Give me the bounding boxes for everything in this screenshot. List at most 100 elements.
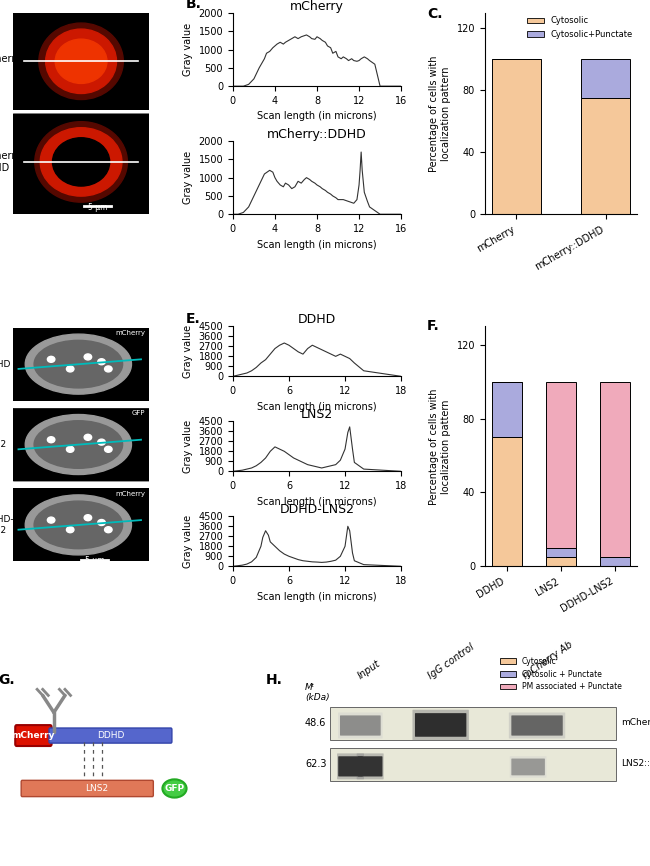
Ellipse shape bbox=[84, 514, 92, 520]
Bar bbox=[330, 707, 616, 740]
X-axis label: Scan length (in microns): Scan length (in microns) bbox=[257, 240, 377, 249]
Ellipse shape bbox=[98, 439, 105, 445]
Text: C.: C. bbox=[427, 7, 443, 21]
FancyBboxPatch shape bbox=[509, 713, 566, 739]
Ellipse shape bbox=[66, 527, 74, 533]
Text: B.: B. bbox=[186, 0, 202, 11]
FancyBboxPatch shape bbox=[15, 725, 51, 746]
Title: DDHD-LNS2: DDHD-LNS2 bbox=[280, 503, 354, 516]
FancyBboxPatch shape bbox=[337, 753, 364, 779]
Ellipse shape bbox=[55, 39, 107, 83]
Text: LNS2: LNS2 bbox=[85, 784, 108, 793]
Y-axis label: Percentage of cells with
localization pattern: Percentage of cells with localization pa… bbox=[430, 55, 451, 171]
Ellipse shape bbox=[66, 366, 74, 372]
Text: H.: H. bbox=[266, 673, 283, 688]
Ellipse shape bbox=[47, 356, 55, 362]
FancyBboxPatch shape bbox=[413, 710, 469, 740]
Text: Mᵗ
(kDa): Mᵗ (kDa) bbox=[305, 683, 330, 702]
Y-axis label: Gray value: Gray value bbox=[183, 151, 193, 204]
Ellipse shape bbox=[84, 435, 92, 440]
Y-axis label: Gray value: Gray value bbox=[183, 325, 193, 378]
Text: GFP: GFP bbox=[164, 784, 185, 793]
Text: mCherry: mCherry bbox=[115, 330, 145, 336]
Text: DDHD: DDHD bbox=[97, 731, 124, 740]
Ellipse shape bbox=[105, 446, 112, 452]
Text: 5 μm: 5 μm bbox=[85, 556, 105, 565]
Text: GFP: GFP bbox=[131, 410, 145, 417]
Ellipse shape bbox=[66, 446, 74, 452]
Text: F.: F. bbox=[427, 320, 439, 333]
Legend: Cytosolic, Cytosolic + Punctate, PM associated + Punctate: Cytosolic, Cytosolic + Punctate, PM asso… bbox=[497, 654, 625, 695]
FancyBboxPatch shape bbox=[49, 728, 172, 743]
FancyBboxPatch shape bbox=[338, 713, 383, 739]
Ellipse shape bbox=[34, 421, 123, 469]
Ellipse shape bbox=[25, 334, 131, 394]
Text: mCherry: mCherry bbox=[115, 491, 145, 497]
Ellipse shape bbox=[35, 121, 127, 202]
FancyBboxPatch shape bbox=[357, 753, 384, 779]
Ellipse shape bbox=[98, 520, 105, 526]
X-axis label: Scan length (in microns): Scan length (in microns) bbox=[257, 496, 377, 507]
Text: mCherry Ab: mCherry Ab bbox=[521, 639, 575, 681]
FancyBboxPatch shape bbox=[510, 756, 547, 778]
Ellipse shape bbox=[162, 779, 187, 798]
Title: mCherry::DDHD: mCherry::DDHD bbox=[267, 128, 367, 141]
FancyBboxPatch shape bbox=[512, 759, 545, 775]
Bar bbox=[13, 13, 149, 110]
Text: Input: Input bbox=[356, 658, 382, 681]
Ellipse shape bbox=[34, 501, 123, 549]
Bar bbox=[581, 60, 630, 98]
Bar bbox=[546, 557, 576, 566]
Bar bbox=[491, 437, 521, 566]
Title: DDHD: DDHD bbox=[298, 313, 336, 326]
Text: DDHD: DDHD bbox=[0, 359, 10, 369]
Text: LNS2::GFP: LNS2::GFP bbox=[621, 759, 650, 768]
Bar bbox=[491, 382, 521, 437]
Text: 48.6: 48.6 bbox=[305, 718, 326, 727]
Ellipse shape bbox=[40, 127, 122, 196]
Ellipse shape bbox=[47, 436, 55, 443]
Text: E.: E. bbox=[186, 313, 201, 326]
Bar bbox=[330, 747, 616, 780]
Bar bbox=[13, 113, 149, 214]
Legend: Cytosolic, Cytosolic+Punctate: Cytosolic, Cytosolic+Punctate bbox=[524, 13, 636, 42]
Y-axis label: Gray value: Gray value bbox=[183, 420, 193, 473]
Ellipse shape bbox=[34, 340, 123, 388]
Title: mCherry: mCherry bbox=[290, 0, 344, 13]
Bar bbox=[600, 382, 630, 557]
Text: G.: G. bbox=[0, 673, 15, 688]
Bar bbox=[546, 382, 576, 548]
Bar bbox=[546, 548, 576, 557]
Ellipse shape bbox=[25, 494, 131, 555]
Ellipse shape bbox=[105, 527, 112, 533]
Text: 5 μm: 5 μm bbox=[88, 204, 107, 212]
Y-axis label: Gray value: Gray value bbox=[183, 23, 193, 76]
Title: LNS2: LNS2 bbox=[301, 409, 333, 422]
Text: 62.3: 62.3 bbox=[305, 759, 326, 768]
Text: IgG control: IgG control bbox=[426, 642, 476, 681]
FancyBboxPatch shape bbox=[21, 780, 153, 797]
FancyBboxPatch shape bbox=[338, 756, 363, 777]
FancyBboxPatch shape bbox=[415, 713, 466, 737]
Ellipse shape bbox=[47, 517, 55, 523]
Bar bbox=[600, 557, 630, 566]
Y-axis label: Gray value: Gray value bbox=[183, 514, 193, 568]
Bar bbox=[491, 60, 541, 214]
Bar bbox=[581, 98, 630, 214]
X-axis label: Scan length (in microns): Scan length (in microns) bbox=[257, 591, 377, 602]
Ellipse shape bbox=[53, 138, 110, 186]
Text: mCherry::
DDHD: mCherry:: DDHD bbox=[0, 151, 27, 172]
Ellipse shape bbox=[46, 29, 116, 94]
Text: mCherry::DDHD: mCherry::DDHD bbox=[621, 718, 650, 727]
FancyBboxPatch shape bbox=[340, 715, 381, 735]
Ellipse shape bbox=[105, 366, 112, 372]
Text: DDHD-
LNS2: DDHD- LNS2 bbox=[0, 515, 14, 534]
Y-axis label: Percentage of cells with
localization pattern: Percentage of cells with localization pa… bbox=[430, 388, 451, 505]
Ellipse shape bbox=[98, 359, 105, 365]
Text: mCherry: mCherry bbox=[12, 731, 55, 740]
FancyBboxPatch shape bbox=[358, 756, 382, 777]
FancyBboxPatch shape bbox=[512, 715, 563, 735]
Ellipse shape bbox=[25, 415, 131, 475]
Bar bbox=[13, 327, 149, 401]
Text: mCherry: mCherry bbox=[0, 55, 21, 64]
